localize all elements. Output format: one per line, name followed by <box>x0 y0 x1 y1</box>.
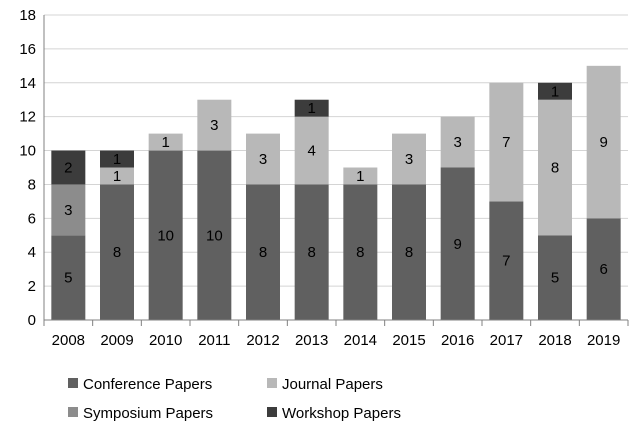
bar-segment <box>100 167 134 185</box>
bar-value-label: 3 <box>259 151 267 168</box>
y-tick-label: 12 <box>19 109 36 126</box>
bar-segment <box>586 218 621 320</box>
bar-segment <box>246 184 280 320</box>
y-tick-label: 18 <box>19 7 36 24</box>
x-tick-label: 2009 <box>100 332 133 349</box>
legend-swatch <box>267 407 277 417</box>
bar-segment <box>197 150 232 320</box>
bar-segment <box>246 133 280 185</box>
bar-segment <box>294 116 329 185</box>
legend: Conference Papers Journal Papers Symposium… <box>68 376 401 422</box>
bar-value-label: 3 <box>210 117 218 134</box>
bar-segment <box>51 235 86 320</box>
bar-value-label: 9 <box>599 134 607 151</box>
bar-value-label: 2 <box>64 160 72 177</box>
bar-value-label: 6 <box>599 261 607 278</box>
bar-segment <box>51 150 86 185</box>
bar-value-label: 7 <box>502 253 510 270</box>
bar-value-label: 9 <box>453 236 461 253</box>
bar-segment <box>392 133 426 185</box>
bar-value-label: 1 <box>551 83 559 100</box>
bar-segment <box>148 150 183 320</box>
bar-segment <box>489 201 524 320</box>
bar-segment <box>100 184 134 320</box>
y-tick-label: 10 <box>19 143 36 160</box>
bar-value-label: 1 <box>113 151 121 168</box>
bar-value-label: 3 <box>453 134 461 151</box>
y-tick-label: 6 <box>28 210 36 227</box>
bar-value-label: 1 <box>356 168 364 185</box>
bar-value-label: 7 <box>502 134 510 151</box>
bar-value-label: 8 <box>113 244 121 261</box>
y-tick-label: 2 <box>28 278 36 295</box>
bar-value-label: 5 <box>64 270 72 287</box>
bar-value-label: 1 <box>307 100 315 117</box>
x-tick-label: 2019 <box>587 332 620 349</box>
bar-segment <box>343 167 378 185</box>
bar-value-label: 3 <box>64 202 72 219</box>
bar-segment <box>148 133 183 151</box>
y-tick-label: 0 <box>28 312 36 329</box>
bar-segment <box>538 235 572 320</box>
bar-segment <box>51 184 86 236</box>
x-tick-label: 2015 <box>392 332 425 349</box>
bar-segment <box>197 99 232 151</box>
bar-value-label: 10 <box>157 227 174 244</box>
legend-label: Conference Papers <box>83 376 212 393</box>
bar-segment <box>294 184 329 320</box>
bar-value-label: 8 <box>259 244 267 261</box>
bar-segment <box>392 184 426 320</box>
bar-segment <box>440 167 475 320</box>
y-tick-label: 8 <box>28 176 36 193</box>
bar-value-label: 3 <box>405 151 413 168</box>
bar-segment <box>294 99 329 117</box>
bar-value-label: 4 <box>307 143 315 160</box>
x-tick-label: 2017 <box>490 332 523 349</box>
y-tick-label: 4 <box>28 244 36 261</box>
bar-segment <box>440 116 475 168</box>
bar-value-label: 8 <box>356 244 364 261</box>
legend-label: Journal Papers <box>282 376 383 393</box>
legend-swatch <box>68 407 78 417</box>
legend-label: Workshop Papers <box>282 405 401 422</box>
y-tick-label: 16 <box>19 41 36 58</box>
bar-segment <box>538 99 572 236</box>
x-tick-label: 2014 <box>344 332 377 349</box>
x-tick-label: 2013 <box>295 332 328 349</box>
bar-segment <box>586 65 621 219</box>
legend-swatch <box>267 378 277 388</box>
y-tick-label: 14 <box>19 75 36 92</box>
bar-segment <box>538 82 572 100</box>
bar-segment <box>489 82 524 202</box>
x-tick-label: 2016 <box>441 332 474 349</box>
bar-value-label: 1 <box>113 168 121 185</box>
bar-value-label: 8 <box>551 160 559 177</box>
bar-value-label: 8 <box>307 244 315 261</box>
legend-label: Symposium Papers <box>83 405 213 422</box>
legend-swatch <box>68 378 78 388</box>
x-tick-label: 2012 <box>246 332 279 349</box>
x-tick-label: 2008 <box>52 332 85 349</box>
bar-segment <box>100 150 134 168</box>
bar-value-label: 1 <box>161 134 169 151</box>
bar-value-label: 8 <box>405 244 413 261</box>
x-tick-label: 2011 <box>198 332 230 349</box>
bar-segment <box>343 184 378 320</box>
x-tick-label: 2018 <box>538 332 571 349</box>
bar-value-label: 5 <box>551 270 559 287</box>
gridlines <box>44 14 628 287</box>
x-tick-label: 2010 <box>149 332 182 349</box>
bar-value-label: 10 <box>206 227 223 244</box>
